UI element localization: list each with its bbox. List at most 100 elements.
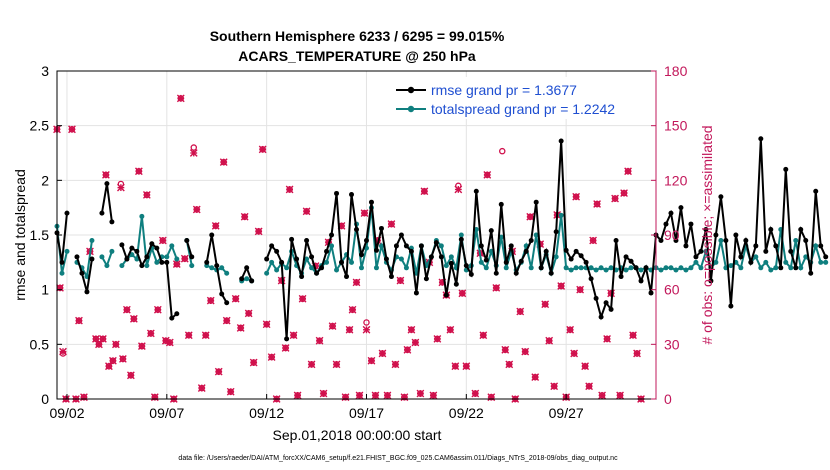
obs-assimilated-marker	[240, 212, 249, 221]
totalspread-series-point	[663, 265, 669, 271]
obs-assimilated-marker	[236, 324, 245, 332]
rmse-series-point	[668, 210, 674, 216]
totalspread-series-point	[498, 234, 504, 240]
totalspread-series-point	[224, 270, 230, 276]
obs-assimilated-marker	[137, 342, 146, 351]
obs-assimilated-marker	[566, 325, 575, 334]
totalspread-series-point	[598, 265, 604, 271]
rmse-series-point	[64, 210, 70, 216]
rmse-series-point	[269, 243, 275, 249]
totalspread-series-point	[568, 267, 574, 273]
y-tick-label-right: 120	[664, 172, 688, 188]
rmse-series-point	[279, 259, 285, 265]
rmse-series-point	[808, 270, 814, 276]
obs-assimilated-marker	[446, 325, 455, 334]
rmse-series-point	[204, 259, 210, 265]
rmse-series-point	[363, 237, 369, 243]
obs-assimilated-marker	[371, 391, 380, 400]
rmse-series-point	[284, 336, 290, 342]
legend-marker-dot	[407, 86, 415, 94]
totalspread-series-point	[448, 254, 454, 260]
rmse-series-point	[458, 236, 464, 242]
rmse-series-point	[528, 237, 534, 243]
rmse-series-point	[823, 254, 829, 260]
obs-assimilated-marker	[420, 187, 429, 196]
totalspread-series-point	[144, 263, 150, 269]
rmse-series-point	[388, 274, 394, 280]
obs-assimilated-marker	[433, 334, 442, 343]
obs-assimilated-marker	[134, 167, 143, 176]
totalspread-series-point	[478, 259, 484, 265]
obs-assimilated-marker	[105, 362, 113, 371]
obs-assimilated-marker	[258, 145, 267, 154]
rmse-series-point	[319, 265, 325, 271]
totalspread-series-point	[99, 254, 105, 260]
totalspread-series-point	[503, 265, 509, 271]
obs-assimilated-marker	[487, 393, 496, 402]
totalspread-series-point	[89, 237, 95, 243]
rmse-series-point	[588, 276, 594, 282]
rmse-series-point	[638, 278, 644, 284]
rmse-series-point	[483, 257, 489, 263]
rmse-series-point	[299, 274, 305, 280]
obs-assimilated-marker	[285, 185, 294, 194]
obs-assimilated-marker	[146, 329, 155, 338]
rmse-series-point	[473, 188, 479, 194]
y-tick-label-right: 180	[664, 63, 688, 79]
totalspread-series-point	[488, 248, 494, 254]
totalspread-series-point	[553, 254, 559, 260]
totalspread-series-point	[274, 267, 280, 273]
rmse-series-point	[383, 256, 389, 262]
totalspread-series-point	[608, 265, 614, 271]
legend-spread-text: totalspread grand pr = 1.2242	[431, 101, 615, 117]
totalspread-series-point	[358, 265, 364, 271]
obs-assimilated-marker	[180, 254, 189, 263]
chart-title-line1: Southern Hemisphere 6233 / 6295 = 99.015…	[210, 28, 505, 44]
obs-assimilated-marker	[352, 278, 361, 287]
rmse-series-point	[733, 232, 739, 238]
rmse-series-point	[154, 245, 160, 251]
obs-possible-marker	[363, 319, 370, 326]
x-tick-label: 09/17	[349, 405, 384, 421]
obs-assimilated-marker	[118, 355, 127, 363]
rmse-series-segment	[185, 240, 193, 258]
totalspread-series-point	[483, 265, 489, 271]
rmse-series-point	[703, 227, 709, 233]
obs-assimilated-marker	[184, 331, 193, 340]
rmse-series-point	[159, 259, 165, 265]
totalspread-series-point	[324, 259, 330, 265]
rmse-series-point	[119, 242, 125, 248]
rmse-series-point	[428, 254, 434, 260]
totalspread-series-point	[683, 267, 689, 273]
rmse-series-point	[578, 253, 584, 259]
rmse-series-point	[493, 270, 499, 276]
rmse-series-point	[763, 248, 769, 254]
rmse-series-point	[314, 270, 320, 276]
obs-assimilated-marker	[176, 94, 185, 103]
totalspread-series-point	[104, 263, 110, 269]
obs-assimilated-marker	[319, 389, 328, 398]
obs-assimilated-marker	[557, 282, 566, 290]
rmse-series-point	[99, 210, 105, 216]
totalspread-series-point	[753, 254, 759, 260]
obs-assimilated-marker	[454, 185, 463, 194]
rmse-series-point	[134, 248, 140, 254]
rmse-series-point	[418, 243, 424, 249]
rmse-series-point	[349, 192, 355, 198]
rmse-series-segment	[76, 256, 93, 293]
rmse-series-point	[423, 276, 429, 282]
y-tick-label-right: 0	[664, 391, 672, 407]
obs-assimilated-marker	[80, 393, 88, 402]
rmse-series-point	[793, 265, 799, 271]
totalspread-series-point	[334, 267, 340, 273]
totalspread-series-point	[219, 265, 225, 271]
obs-assimilated-marker	[620, 189, 628, 197]
rmse-series-point	[553, 229, 559, 235]
rmse-series-point	[693, 254, 699, 260]
obs-assimilated-marker	[201, 331, 210, 340]
rmse-series-point	[189, 254, 195, 260]
obs-assimilated-marker	[585, 382, 594, 391]
obs-assimilated-marker	[451, 362, 460, 371]
rmse-series-point	[748, 259, 754, 265]
totalspread-series-point	[818, 259, 824, 265]
